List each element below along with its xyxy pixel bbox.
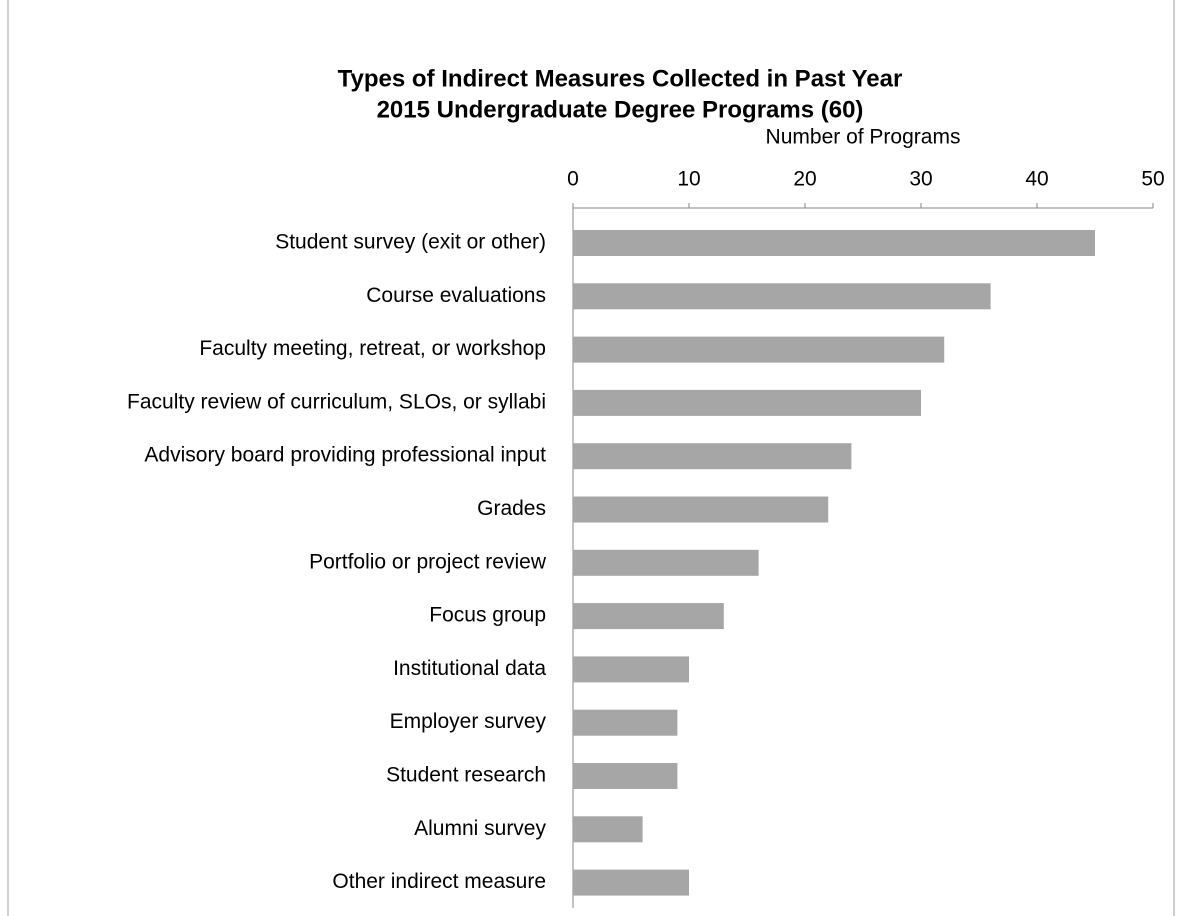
y-tick-label: Alumni survey: [414, 817, 546, 840]
y-tick-label: Faculty meeting, retreat, or workshop: [199, 337, 546, 360]
axis-title: Number of Programs: [766, 126, 961, 149]
x-tick-label: 20: [793, 168, 816, 191]
y-tick-label: Employer survey: [390, 710, 547, 733]
y-tick-label: Student research: [386, 764, 546, 787]
bar: [573, 283, 991, 310]
bar: [573, 443, 852, 470]
bar: [573, 869, 689, 896]
bar: [573, 549, 759, 576]
bar: [573, 763, 678, 789]
chart-subtitle: 2015 Undergraduate Degree Programs (60): [377, 96, 864, 123]
x-tick-label: 30: [909, 168, 932, 191]
y-tick-label: Portfolio or project review: [309, 550, 547, 573]
y-tick-label: Course evaluations: [366, 284, 546, 307]
bar: [573, 496, 829, 523]
bar: [573, 816, 643, 843]
x-tick-label: 50: [1141, 168, 1164, 191]
bar: [573, 389, 921, 416]
chart-title: Types of Indirect Measures Collected in …: [338, 65, 903, 92]
y-tick-label: Advisory board providing professional in…: [144, 444, 546, 467]
bar: [573, 656, 689, 683]
x-tick-label: 10: [677, 168, 700, 191]
y-tick-label: Focus group: [429, 604, 546, 627]
y-tick-label: Student survey (exit or other): [275, 231, 546, 254]
bar: [573, 336, 945, 363]
y-tick-label: Other indirect measure: [332, 870, 546, 893]
bar: [573, 709, 678, 736]
bar: [573, 603, 724, 630]
x-tick-label: 40: [1025, 168, 1048, 191]
y-tick-label: Faculty review of curriculum, SLOs, or s…: [127, 390, 546, 413]
y-tick-label: Institutional data: [393, 657, 546, 680]
bar: [573, 230, 1095, 256]
x-tick-label: 0: [567, 168, 579, 191]
y-tick-label: Grades: [477, 497, 546, 520]
chart-border: [7, 0, 1175, 916]
